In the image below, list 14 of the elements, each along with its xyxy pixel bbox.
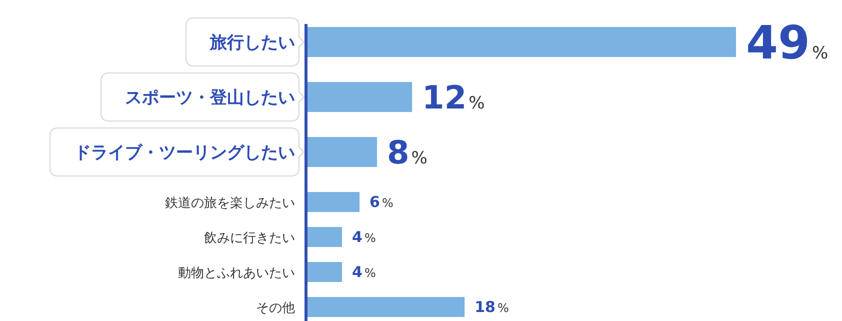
data-label: 18% <box>474 298 509 316</box>
y-tick-label: 飲みに行きたい <box>204 231 295 246</box>
y-tick-label: 鉄道の旅を楽しみたい <box>165 196 295 211</box>
y-tick-label: 動物とふれあいたい <box>178 266 295 281</box>
data-label: 12% <box>422 78 485 117</box>
y-tick-label: その他 <box>256 301 295 316</box>
data-label: 6% <box>370 193 394 211</box>
y-tick-label: スポーツ・登山したい <box>125 88 295 108</box>
data-label: 4% <box>352 263 376 281</box>
y-tick-label: 旅行したい <box>209 33 295 53</box>
data-label: 4% <box>352 228 376 246</box>
data-label: 8% <box>387 134 428 172</box>
y-tick-label: ドライブ・ツーリングしたい <box>74 143 295 163</box>
data-label: 49% <box>746 16 828 70</box>
